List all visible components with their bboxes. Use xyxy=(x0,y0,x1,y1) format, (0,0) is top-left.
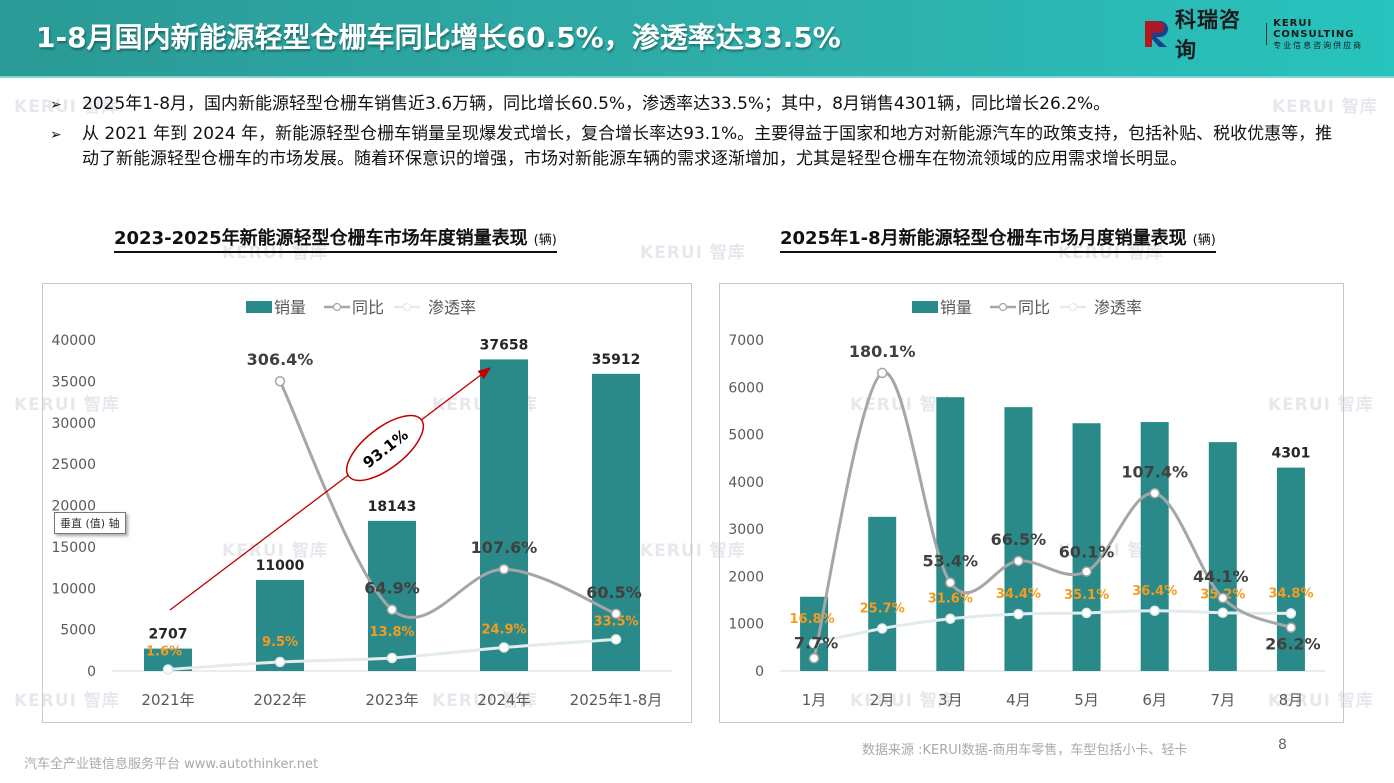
kerui-logo-icon xyxy=(1145,19,1169,49)
data-source: 数据来源 :KERUI数据-商用车零售，车型包括小卡、轻卡 xyxy=(862,743,1188,758)
logo-en-text: KERUI CONSULTING xyxy=(1273,17,1355,40)
watermark: KERUI 智库 xyxy=(640,243,746,263)
arrow-bullet-icon: ➢ xyxy=(50,127,62,143)
bullet-text: 2025年1-8月，国内新能源轻型仓栅车销售近3.6万辆，同比增长60.5%，渗… xyxy=(82,94,1111,114)
annual-chart-title: 2023-2025年新能源轻型仓栅车市场年度销量表现 (辆) xyxy=(114,224,557,253)
page-title: 1-8月国内新能源轻型仓栅车同比增长60.5%，渗透率达33.5% xyxy=(36,21,841,54)
monthly-chart-unit: (辆) xyxy=(1192,233,1216,248)
axis-tooltip: 垂直 (值) 轴 xyxy=(54,512,126,534)
bullet-item: ➢ 2025年1-8月，国内新能源轻型仓栅车销售近3.6万辆，同比增长60.5%… xyxy=(50,92,1340,118)
page-number: 8 xyxy=(1278,737,1287,753)
annual-chart-frame[interactable] xyxy=(42,283,692,723)
summary-bullets: ➢ 2025年1-8月，国内新能源轻型仓栅车销售近3.6万辆，同比增长60.5%… xyxy=(50,92,1340,176)
monthly-chart-frame[interactable] xyxy=(719,283,1344,723)
header-banner: 1-8月国内新能源轻型仓栅车同比增长60.5%，渗透率达33.5% 科瑞咨询 K… xyxy=(0,0,1394,78)
logo-en-block: KERUI CONSULTING 专业信息咨询供应商 xyxy=(1273,18,1394,51)
logo-tagline: 专业信息咨询供应商 xyxy=(1273,40,1364,50)
monthly-chart-title-text: 2025年1-8月新能源轻型仓栅车市场月度销量表现 xyxy=(780,228,1187,249)
platform-footer: 汽车全产业链信息服务平台 www.autothinker.net xyxy=(24,757,319,772)
annual-chart-unit: (辆) xyxy=(533,233,557,248)
annual-chart-title-text: 2023-2025年新能源轻型仓栅车市场年度销量表现 xyxy=(114,228,528,249)
logo-cn-text: 科瑞咨询 xyxy=(1175,8,1241,62)
arrow-bullet-icon: ➢ xyxy=(50,97,62,113)
monthly-chart-title: 2025年1-8月新能源轻型仓栅车市场月度销量表现 (辆) xyxy=(780,224,1216,253)
logo-divider xyxy=(1266,23,1268,45)
kerui-logo: 科瑞咨询 KERUI CONSULTING 专业信息咨询供应商 xyxy=(1145,8,1394,62)
bullet-item: ➢ 从 2021 年到 2024 年，新能源轻型仓栅车销量呈现爆发式增长，复合增… xyxy=(50,122,1340,172)
bullet-text: 从 2021 年到 2024 年，新能源轻型仓栅车销量呈现爆发式增长，复合增长率… xyxy=(82,124,1333,169)
